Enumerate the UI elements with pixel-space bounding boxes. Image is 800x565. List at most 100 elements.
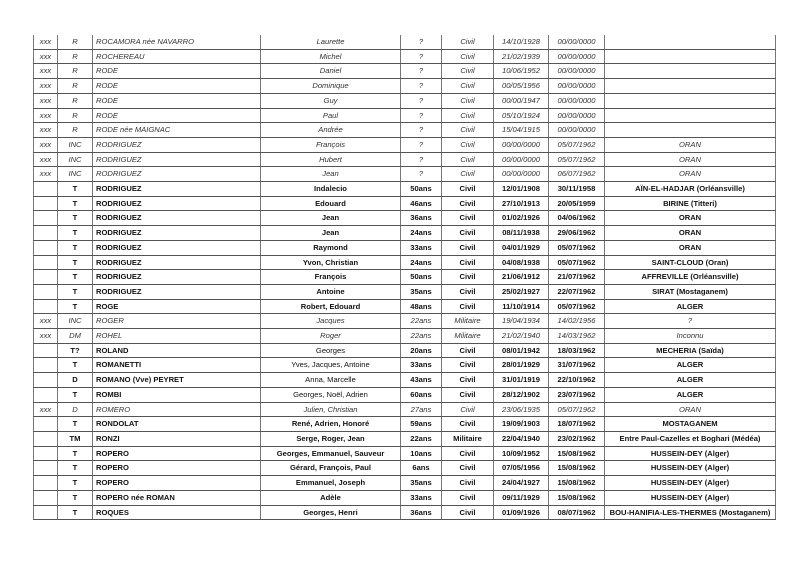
place-cell bbox=[604, 63, 776, 80]
birth-date-cell: 28/01/1929 bbox=[493, 357, 549, 374]
table-row: xxx R RODE née MAIGNAC Andrée? Civil 15/04/19… bbox=[33, 122, 776, 138]
first-names-cell: Julien, Christian bbox=[260, 402, 401, 418]
age-cell: 10ans bbox=[400, 446, 442, 462]
place-cell: ORAN bbox=[604, 152, 776, 168]
marker-cell: xxx bbox=[33, 122, 58, 138]
status-code-cell: T bbox=[57, 240, 93, 256]
marker-cell bbox=[33, 210, 58, 227]
age-cell: 20ans bbox=[400, 343, 442, 359]
table-row: xxx R RODE Daniel? Civil 10/06/1952 00/00/0000 bbox=[33, 63, 776, 80]
surname-cell: ROGE bbox=[92, 299, 261, 315]
category-cell: Civil bbox=[441, 357, 494, 374]
table-row: T RODRIGUEZ Yvon, Christian 24ans Civil 04/08… bbox=[33, 255, 776, 271]
table-row: xxx R ROCAMORA née NAVARRO Laurette? Civil 14… bbox=[33, 35, 776, 50]
age-cell: ? bbox=[400, 152, 442, 168]
age-cell: 33ans bbox=[400, 490, 442, 506]
first-names-cell: Anna, Marcelle bbox=[260, 372, 401, 388]
place-cell: ORAN bbox=[604, 402, 776, 418]
category-cell: Civil bbox=[441, 255, 494, 271]
first-names-cell: Raymond bbox=[260, 240, 401, 256]
age-cell: ? bbox=[400, 78, 442, 94]
birth-date-cell: 22/04/1940 bbox=[493, 431, 549, 447]
first-names-cell: Roger bbox=[260, 328, 401, 344]
place-cell: ALGER bbox=[604, 372, 776, 388]
first-names-cell: Adèle bbox=[260, 490, 401, 506]
birth-date-cell: 09/11/1929 bbox=[493, 490, 549, 506]
category-cell: Civil bbox=[441, 490, 494, 506]
status-code-cell: INC bbox=[57, 313, 93, 330]
first-names-cell: Daniel bbox=[260, 63, 401, 80]
first-names-cell: Guy bbox=[260, 93, 401, 109]
category-cell: Militaire bbox=[441, 431, 494, 447]
birth-date-cell: 00/05/1956 bbox=[493, 78, 549, 94]
birth-date-cell: 21/02/1940 bbox=[493, 328, 549, 344]
category-cell: Civil bbox=[441, 93, 494, 109]
surname-cell: RODE bbox=[92, 108, 261, 124]
place-cell bbox=[604, 122, 776, 138]
marker-cell bbox=[33, 343, 58, 359]
category-cell: Civil bbox=[441, 505, 494, 521]
birth-date-cell: 24/04/1927 bbox=[493, 475, 549, 491]
surname-cell: RODRIGUEZ bbox=[92, 240, 261, 256]
status-code-cell: INC bbox=[57, 137, 93, 153]
status-code-cell: T bbox=[57, 269, 93, 285]
death-date-cell: 31/07/1962 bbox=[548, 357, 605, 374]
birth-date-cell: 07/05/1956 bbox=[493, 460, 549, 477]
table-row: xxx INC RODRIGUEZ Jean? Civil 00/00/0000 06/07… bbox=[33, 166, 776, 183]
surname-cell: RODE bbox=[92, 78, 261, 94]
status-code-cell: R bbox=[57, 35, 93, 50]
place-cell: MOSTAGANEM bbox=[604, 416, 776, 432]
place-cell: ORAN bbox=[604, 225, 776, 241]
place-cell: HUSSEIN-DEY (Alger) bbox=[604, 460, 776, 477]
status-code-cell: T bbox=[57, 387, 93, 403]
status-code-cell: T bbox=[57, 255, 93, 271]
place-cell: HUSSEIN-DEY (Alger) bbox=[604, 490, 776, 506]
category-cell: Civil bbox=[441, 460, 494, 477]
status-code-cell: T bbox=[57, 460, 93, 477]
table-row: T ROGE Robert, Edouard 48ans Civil 11/10/1914… bbox=[33, 299, 776, 315]
marker-cell: xxx bbox=[33, 152, 58, 168]
age-cell: 50ans bbox=[400, 181, 442, 197]
place-cell: Inconnu bbox=[604, 328, 776, 344]
category-cell: Civil bbox=[441, 49, 494, 65]
age-cell: ? bbox=[400, 93, 442, 109]
birth-date-cell: 19/04/1934 bbox=[493, 313, 549, 330]
table-row: xxx INC RODRIGUEZ François? Civil 00/00/0000 0… bbox=[33, 137, 776, 153]
table-row: T RODRIGUEZ Indalecio 50ans Civil 12/01/1908 3… bbox=[33, 181, 776, 197]
age-cell: ? bbox=[400, 49, 442, 65]
first-names-cell: Dominique bbox=[260, 78, 401, 94]
category-cell: Civil bbox=[441, 152, 494, 168]
death-date-cell: 05/07/1962 bbox=[548, 152, 605, 168]
first-names-cell: Gérard, François, Paul bbox=[260, 460, 401, 477]
marker-cell bbox=[33, 196, 58, 212]
status-code-cell: T bbox=[57, 416, 93, 432]
age-cell: ? bbox=[400, 122, 442, 138]
table-row: T ROPERO Georges, Emmanuel, Sauveur 10ans Ci… bbox=[33, 446, 776, 462]
birth-date-cell: 28/12/1902 bbox=[493, 387, 549, 403]
marker-cell bbox=[33, 416, 58, 432]
table-row: D ROMANO (Vve) PEYRET Anna, Marcelle 43ans C… bbox=[33, 372, 776, 388]
table-row: xxx INC ROGER Jacques 22ans Militaire 19/04/19… bbox=[33, 313, 776, 330]
place-cell: BIRINE (Titteri) bbox=[604, 196, 776, 212]
first-names-cell: René, Adrien, Honoré bbox=[260, 416, 401, 432]
marker-cell bbox=[33, 372, 58, 388]
table-row: T? ROLAND Georges 20ans Civil 08/01/1942 18/03… bbox=[33, 343, 776, 359]
first-names-cell: Antoine bbox=[260, 284, 401, 300]
birth-date-cell: 04/01/1929 bbox=[493, 240, 549, 256]
category-cell: Militaire bbox=[441, 313, 494, 330]
marker-cell bbox=[33, 181, 58, 197]
status-code-cell: INC bbox=[57, 152, 93, 168]
first-names-cell: Indalecio bbox=[260, 181, 401, 197]
death-date-cell: 30/11/1958 bbox=[548, 181, 605, 197]
status-code-cell: TM bbox=[57, 431, 93, 447]
table-row: xxx D ROMERO Julien, Christian 27ans Civil 23/… bbox=[33, 402, 776, 418]
category-cell: Civil bbox=[441, 416, 494, 432]
marker-cell: xxx bbox=[33, 137, 58, 153]
place-cell: ORAN bbox=[604, 166, 776, 183]
marker-cell bbox=[33, 490, 58, 506]
first-names-cell: Jean bbox=[260, 210, 401, 227]
age-cell: ? bbox=[400, 137, 442, 153]
marker-cell: xxx bbox=[33, 35, 58, 50]
age-cell: 35ans bbox=[400, 475, 442, 491]
death-date-cell: 00/00/0000 bbox=[548, 49, 605, 65]
